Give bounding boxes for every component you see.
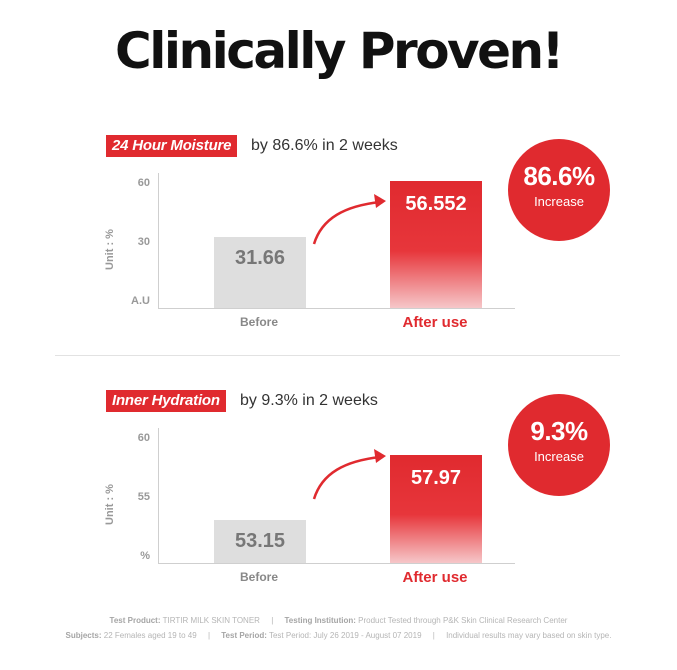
x-category-after: After use <box>402 314 468 331</box>
y-tick-label: 60 <box>137 432 150 444</box>
bar-after <box>390 455 482 563</box>
badge-percent: 9.3% <box>530 416 588 446</box>
footer-disclaimer: Individual results may vary based on ski… <box>446 631 612 640</box>
badge-label: Increase <box>534 449 584 464</box>
y-tick-label: A.U <box>131 295 150 307</box>
footer-line-1: Test Product: TIRTIR MILK SKIN TONER | T… <box>0 616 677 625</box>
footer-product-value: TIRTIR MILK SKIN TONER <box>162 616 260 625</box>
bar-value-label-before: 31.66 <box>234 246 286 269</box>
y-axis-label: Unit : % <box>104 229 116 270</box>
page-headline: Clinically Proven! <box>115 22 564 80</box>
footer-separator: | <box>271 616 274 625</box>
plot-area: 53.15 57.97 <box>158 428 515 564</box>
y-tick-label: 55 <box>137 491 150 503</box>
footer-subjects-label: Subjects: <box>65 631 102 640</box>
bar-value-label-before: 53.15 <box>234 530 286 553</box>
y-tick-label: 60 <box>137 177 150 189</box>
y-tick-label: 30 <box>137 236 150 248</box>
footer-period-value: Test Period: July 26 2019 - August 07 20… <box>268 631 422 640</box>
chart-tag: Inner Hydration <box>106 390 226 412</box>
x-category-before: Before <box>239 570 278 584</box>
chart-subtitle: by 9.3% in 2 weeks <box>240 392 378 409</box>
plot-area: 31.66 56.552 <box>158 173 515 309</box>
increase-badge: 9.3% Increase <box>508 394 610 496</box>
footer-product-label: Test Product: <box>109 616 161 625</box>
badge-percent: 86.6% <box>523 161 595 191</box>
bar-value-label-after: 57.97 <box>410 467 462 490</box>
bar-value-label-after: 56.552 <box>405 192 467 215</box>
y-tick-label: % <box>140 550 150 562</box>
bar-before <box>214 520 306 563</box>
increase-badge: 86.6% Increase <box>508 139 610 241</box>
x-category-after: After use <box>402 569 468 586</box>
increase-arrow-icon <box>312 449 386 500</box>
footer-subjects-value: 22 Females aged 19 to 49 <box>103 631 197 640</box>
chart-section-moisture: 24 Hour Moisture by 86.6% in 2 weeks Uni… <box>0 125 677 385</box>
footer-line-2: Subjects: 22 Females aged 19 to 49 | Tes… <box>0 631 677 640</box>
footer-separator: | <box>207 631 211 640</box>
section-divider <box>55 355 620 356</box>
footer-period-label: Test Period: <box>221 631 267 640</box>
increase-arrow-icon <box>312 194 386 245</box>
bar-before <box>214 236 306 308</box>
y-axis-label: Unit : % <box>104 484 116 525</box>
footer-institution-label: Testing Institution: <box>284 616 356 625</box>
chart-subtitle: by 86.6% in 2 weeks <box>251 137 398 154</box>
footer-institution-value: Product Tested through P&K Skin Clinical… <box>358 616 568 625</box>
chart-tag: 24 Hour Moisture <box>106 135 238 157</box>
x-category-before: Before <box>239 315 278 329</box>
footer-separator: | <box>432 631 435 640</box>
badge-label: Increase <box>534 194 584 209</box>
chart-section-hydration: Inner Hydration by 9.3% in 2 weeks Unit … <box>0 380 677 640</box>
bar-after <box>390 180 482 308</box>
